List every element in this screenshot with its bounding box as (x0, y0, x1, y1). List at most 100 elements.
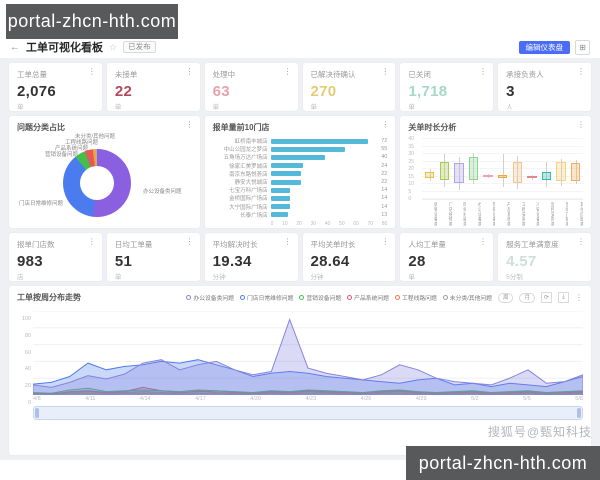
datazoom-slider[interactable] (33, 406, 583, 420)
bar-label: 徐家汇美罗城店 (229, 163, 268, 170)
x-tick: 5/8 (575, 396, 583, 402)
restore-icon[interactable]: ⟳ (541, 292, 552, 303)
more-icon[interactable]: ⋮ (185, 120, 194, 129)
kpi-card: 处理中 ⋮ 63 单 (204, 63, 298, 111)
boxplot-x-labels: 收银设备类 门店维修类 网络线路类 办公设备类 营销设备类 产品系统类 工程安装类 冷链设备类… (422, 202, 583, 232)
x-tick: 4/14 (139, 396, 151, 402)
legend-label: 办公设备类问题 (193, 296, 234, 302)
bar-label: 金桥国际广场店 (229, 196, 268, 203)
bar-row: 徐家汇美罗城店 24 (213, 162, 387, 170)
page-header: ← 工单可视化看板 ☆ 已发布 编辑仪表盘 ⊞ (0, 36, 600, 58)
legend-item[interactable]: 未分类/其他问题 (442, 293, 492, 302)
kpi-unit: 5分制 (506, 274, 523, 281)
back-arrow-icon[interactable]: ← (10, 41, 20, 53)
x-tick: 4/20 (250, 396, 261, 402)
kpi-title: 已解决待确认 (310, 70, 356, 79)
bar-track (270, 195, 380, 201)
bar-row: 金桥国际广场店 14 (213, 194, 387, 203)
kpi-value: 28 (408, 253, 426, 270)
more-icon[interactable]: ⋮ (577, 237, 585, 246)
kpi-title: 日均工单量 (114, 240, 153, 249)
legend-item[interactable]: 门店日常维修问题 (239, 293, 293, 302)
charts-row: 问题分类占比 ⋮ 办公设备类问题 门店日常维修问题 未分类/其他问题 工程线路问… (9, 116, 591, 228)
bar-row: 七宝万科广场店 14 (213, 186, 387, 194)
more-icon[interactable]: ⋮ (185, 67, 194, 76)
kpi-title: 平均解决时长 (212, 240, 258, 249)
bar-row: 五角场万达广场店 40 (213, 153, 388, 161)
legend-item[interactable]: 营销设备问题 (299, 293, 341, 302)
star-icon[interactable]: ☆ (109, 41, 118, 52)
more-icon[interactable]: ⋮ (381, 237, 390, 246)
kpi-card: 平均解决时长 ⋮ 19.34 分钟 (204, 233, 298, 281)
bar-value: 14 (381, 203, 388, 210)
period-toggle[interactable]: 月 (519, 292, 535, 303)
x-tick: 4/17 (195, 396, 206, 402)
kpi-value: 2,076 (17, 83, 57, 100)
kpi-unit: 分钟 (310, 274, 324, 281)
x-tick: 4/23 (305, 396, 317, 402)
kpi-card: 人均工单量 ⋮ 28 单 (400, 233, 494, 281)
box-column (510, 139, 525, 199)
pie-label: 产品系统问题 (55, 146, 89, 152)
whisker (429, 169, 431, 181)
more-icon[interactable]: ⋮ (577, 120, 585, 129)
box (454, 163, 464, 183)
bar-row: 虹桥南丰城店 72 (213, 137, 388, 145)
dashboard-content: 工单总量 ⋮ 2,076 单未接单 ⋮ 22 单处理中 ⋮ 63 单已解决待确认… (0, 58, 600, 460)
datazoom-handle-right[interactable] (577, 408, 581, 418)
box-category-label: 工程安装类 (520, 202, 525, 226)
bar-label: 南京东路悦荟店 (229, 171, 268, 178)
box-column (452, 139, 467, 199)
x-tick: 20 (296, 220, 302, 227)
more-icon[interactable]: ⋮ (381, 120, 390, 129)
box (424, 172, 435, 178)
save-image-icon[interactable]: ⤓ (558, 292, 569, 303)
pie-label: 门店日常维修问题 (19, 201, 64, 207)
box-category-label: 营销设备类 (491, 202, 496, 226)
x-tick: 0 (270, 220, 274, 227)
kpi-unit: 单 (408, 274, 415, 281)
more-icon[interactable]: ⋮ (479, 237, 488, 246)
box (556, 161, 566, 181)
more-icon[interactable]: ⋮ (577, 67, 585, 76)
more-icon[interactable]: ⋮ (87, 67, 96, 76)
more-icon[interactable]: ⋮ (575, 292, 583, 302)
more-icon[interactable]: ⋮ (283, 67, 292, 76)
donut-chart: 办公设备类问题 门店日常维修问题 未分类/其他问题 工程线路问题 产品系统问题 … (17, 133, 192, 225)
more-icon[interactable]: ⋮ (185, 237, 194, 246)
legend-item[interactable]: 产品系统问题 (347, 293, 389, 302)
bar-value: 40 (381, 154, 388, 161)
y-tick: 20 (408, 166, 414, 172)
kpi-unit: 人 (506, 104, 513, 111)
legend-marker-icon (347, 295, 353, 300)
chart-title: 报单量前10门店 (212, 123, 270, 132)
watermark-top: portal-zhcn-hth.com (6, 4, 178, 39)
box (468, 157, 479, 180)
more-icon[interactable]: ⋮ (381, 67, 390, 76)
pie-label: 办公设备类问题 (143, 189, 182, 195)
bar (270, 204, 290, 210)
y-tick: 0 (408, 196, 412, 202)
y-tick: 15 (408, 173, 414, 180)
x-tick: 40 (324, 220, 331, 227)
box (512, 161, 522, 183)
whisker (575, 160, 577, 184)
more-icon[interactable]: ⋮ (479, 67, 488, 76)
box-category-label: 冷链设备类 (535, 202, 540, 226)
kpi-title: 承接负责人 (506, 70, 544, 79)
legend-item[interactable]: 办公设备类问题 (186, 293, 234, 302)
bar-value: 72 (381, 138, 388, 145)
legend-item[interactable]: 工程线路问题 (394, 293, 437, 302)
box (571, 163, 581, 181)
layout-grid-icon[interactable]: ⊞ (575, 39, 590, 55)
box-column (437, 139, 452, 199)
datazoom-handle-left[interactable] (35, 408, 39, 418)
more-icon[interactable]: ⋮ (283, 237, 292, 246)
edit-dashboard-button[interactable]: 编辑仪表盘 (518, 40, 570, 54)
box-column (481, 139, 496, 199)
period-toggle[interactable]: 周 (497, 292, 514, 303)
kpi-title: 人均工单量 (408, 240, 446, 249)
more-icon[interactable]: ⋮ (87, 237, 96, 246)
legend-label: 工程线路问题 (401, 296, 437, 302)
bar-row: 静安大悦城店 22 (213, 178, 388, 186)
